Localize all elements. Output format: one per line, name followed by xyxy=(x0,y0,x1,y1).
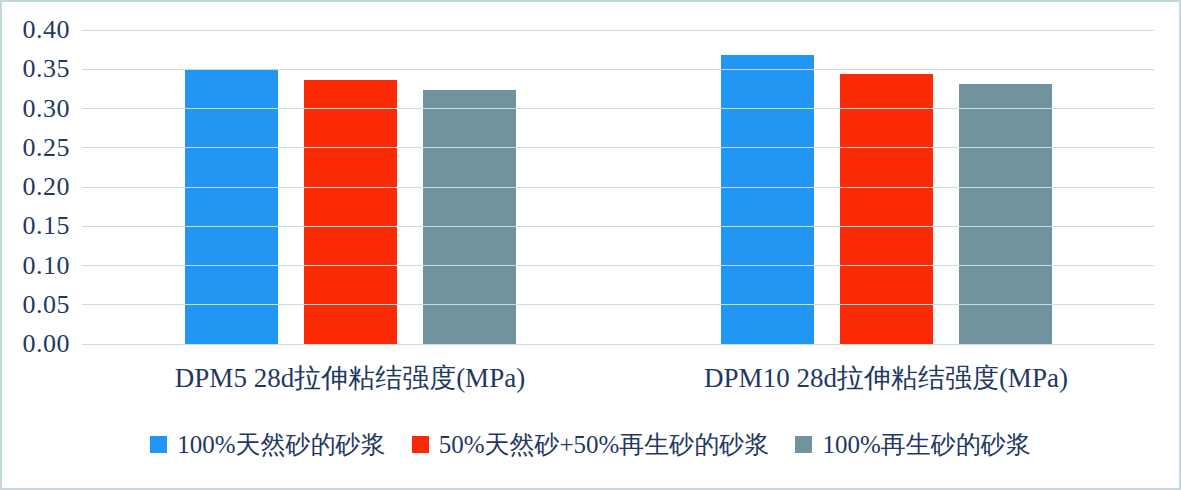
bar xyxy=(423,90,516,344)
y-tick-label: 0.25 xyxy=(23,135,71,161)
category-label-dpm5: DPM5 28d拉伸粘结强度(MPa) xyxy=(82,344,618,396)
legend-label: 50%天然砂+50%再生砂的砂浆 xyxy=(439,431,770,459)
y-tick-label: 0.35 xyxy=(23,56,71,82)
gridline xyxy=(82,108,1154,109)
legend-swatch-gray-icon xyxy=(795,436,812,453)
legend-item-natural-sand: 100%天然砂的砂浆 xyxy=(150,431,385,459)
legend-label: 100%天然砂的砂浆 xyxy=(177,431,385,459)
gridline xyxy=(82,147,1154,148)
gridline xyxy=(82,304,1154,305)
y-tick-label: 0.10 xyxy=(23,253,71,279)
bar xyxy=(185,69,278,344)
gridline xyxy=(82,30,1154,31)
legend-label: 100%再生砂的砂浆 xyxy=(822,431,1030,459)
y-tick-label: 0.00 xyxy=(23,331,71,357)
y-tick-label: 0.30 xyxy=(23,96,71,122)
y-tick-label: 0.40 xyxy=(23,17,71,43)
y-tick-label: 0.20 xyxy=(23,174,71,200)
gridline xyxy=(82,69,1154,70)
bar xyxy=(721,55,814,344)
plot-area xyxy=(82,30,1154,344)
y-axis: 0.000.050.100.150.200.250.300.350.40 xyxy=(2,30,70,344)
y-tick-label: 0.15 xyxy=(23,213,71,239)
category-label-dpm10: DPM10 28d拉伸粘结强度(MPa) xyxy=(618,344,1154,396)
x-axis-labels: DPM5 28d拉伸粘结强度(MPa) DPM10 28d拉伸粘结强度(MPa) xyxy=(82,344,1154,396)
legend: 100%天然砂的砂浆 50%天然砂+50%再生砂的砂浆 100%再生砂的砂浆 xyxy=(2,431,1179,459)
legend-item-recycled-sand: 100%再生砂的砂浆 xyxy=(795,431,1030,459)
bar-chart: 0.00 0.05 0.10 0.15 0.20 0.25 0.30 0.35 0.40 DPM… xyxy=(0,0,1181,490)
legend-item-mixed-sand: 50%天然砂+50%再生砂的砂浆 xyxy=(412,431,770,459)
legend-swatch-red-icon xyxy=(412,436,429,453)
gridline xyxy=(82,265,1154,266)
y-tick-label: 0.05 xyxy=(23,292,71,318)
legend-swatch-blue-icon xyxy=(150,436,167,453)
gridline xyxy=(82,226,1154,227)
gridline xyxy=(82,187,1154,188)
